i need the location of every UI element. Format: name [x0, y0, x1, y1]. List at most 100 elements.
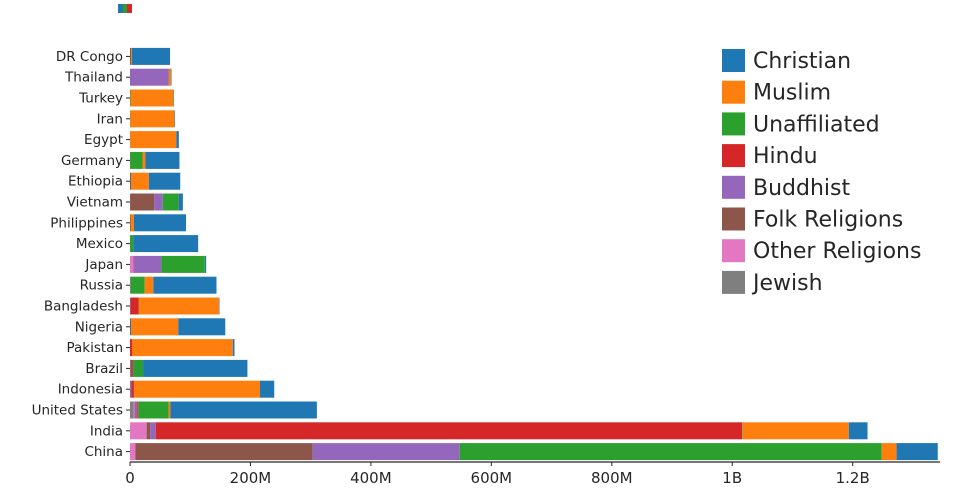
bar-segment-pakistan-muslim — [131, 339, 233, 357]
legend-label-other-religions: Other Religions — [753, 239, 921, 264]
bar-segment-nigeria-muslim — [131, 318, 179, 336]
cropped-bar-fragment-segment — [118, 4, 123, 13]
bar-segment-china-other-religions — [130, 443, 136, 461]
category-label-united-states: United States — [32, 403, 123, 419]
legend-swatch-muslim — [722, 80, 745, 104]
legend-label-jewish: Jewish — [751, 271, 823, 296]
bar-segment-germany-christian — [145, 151, 180, 169]
x-tick-label-600m: 600M — [471, 469, 513, 487]
bar-segment-india-unaffiliated — [742, 422, 743, 440]
bar-segment-china-christian — [896, 443, 938, 461]
bar-segment-nigeria-folk-religions — [130, 318, 132, 336]
bar-segment-united-states-other-religions — [133, 401, 135, 419]
bar-segment-japan-buddhist — [133, 255, 162, 273]
category-label-nigeria: Nigeria — [75, 319, 123, 335]
bar-segment-brazil-unaffiliated — [133, 359, 144, 377]
bar-segment-india-other-religions — [130, 422, 147, 440]
legend-label-muslim: Muslim — [753, 81, 831, 106]
category-label-russia: Russia — [80, 278, 123, 294]
category-label-brazil: Brazil — [85, 361, 123, 377]
bar-segment-united-states-hindu — [137, 401, 139, 419]
bar-segment-india-buddhist — [150, 422, 156, 440]
bar-segment-indonesia-muslim — [134, 380, 260, 398]
bar-segment-japan-christian — [204, 255, 207, 273]
category-label-indonesia: Indonesia — [58, 382, 123, 398]
bar-segment-russia-christian — [153, 276, 217, 294]
bar-segment-japan-other-religions — [130, 255, 134, 273]
bar-segment-brazil-folk-religions — [130, 359, 134, 377]
bar-segment-ethiopia-christian — [148, 172, 181, 190]
bar-segment-india-christian — [848, 422, 868, 440]
category-label-pakistan: Pakistan — [66, 340, 123, 356]
x-tick-label-1b: 1B — [722, 469, 742, 487]
bar-segment-thailand-muslim — [168, 68, 172, 86]
bar-segment-philippines-folk-religions — [130, 214, 131, 232]
legend-swatch-unaffiliated — [722, 112, 745, 136]
bar-segment-egypt-christian — [176, 131, 179, 149]
x-tick-label-200m: 200M — [230, 469, 272, 487]
category-label-turkey: Turkey — [78, 91, 123, 107]
cropped-bar-fragment-segment — [127, 4, 132, 13]
category-label-vietnam: Vietnam — [67, 195, 123, 211]
bar-segment-united-states-buddhist — [134, 401, 138, 419]
bar-segment-china-muslim — [881, 443, 897, 461]
bar-segment-vietnam-folk-religions — [130, 193, 155, 211]
category-label-ethiopia: Ethiopia — [68, 174, 123, 190]
bar-segment-ethiopia-muslim — [131, 172, 149, 190]
category-label-germany: Germany — [61, 153, 123, 169]
x-tick-label-800m: 800M — [591, 469, 633, 487]
bar-segment-indonesia-christian — [259, 380, 275, 398]
category-label-egypt: Egypt — [84, 132, 123, 148]
bar-segment-dr-congo-christian — [131, 47, 170, 65]
bar-segment-russia-unaffiliated — [130, 276, 145, 294]
legend-label-folk-religions: Folk Religions — [753, 208, 903, 233]
bar-segment-united-states-christian — [170, 401, 317, 419]
bar-segment-china-folk-religions — [135, 443, 313, 461]
bar-segment-bangladesh-muslim — [138, 297, 220, 315]
legend-swatch-jewish — [722, 270, 745, 294]
bar-segment-pakistan-christian — [232, 339, 235, 357]
bar-segment-mexico-unaffiliated — [130, 235, 134, 253]
bar-segment-china-buddhist — [312, 443, 460, 461]
bar-segment-japan-unaffiliated — [161, 255, 205, 273]
bar-segment-ethiopia-folk-religions — [130, 172, 132, 190]
bar-segment-dr-congo-folk-religions — [130, 47, 132, 65]
bar-segment-vietnam-buddhist — [154, 193, 163, 211]
x-tick-label-400m: 400M — [350, 469, 392, 487]
legend-swatch-buddhist — [722, 175, 745, 199]
bar-segment-united-states-unaffiliated — [138, 401, 169, 419]
cropped-bar-fragment-segment — [123, 4, 127, 13]
legend-label-buddhist: Buddhist — [753, 176, 850, 201]
bar-segment-united-states-muslim — [168, 401, 171, 419]
bar-segment-russia-muslim — [144, 276, 154, 294]
bar-segment-pakistan-hindu — [130, 339, 132, 357]
bar-segment-united-states-jewish — [130, 401, 134, 419]
x-tick-label-1-2b: 1.2B — [836, 469, 870, 487]
category-label-philippines: Philippines — [50, 215, 123, 231]
bar-segment-philippines-christian — [133, 214, 186, 232]
category-label-mexico: Mexico — [76, 236, 123, 252]
category-label-bangladesh: Bangladesh — [44, 299, 123, 315]
legend-swatch-folk-religions — [722, 207, 745, 231]
legend-swatch-christian — [722, 49, 745, 72]
bar-segment-turkey-muslim — [130, 89, 174, 107]
category-label-india: India — [90, 423, 123, 439]
bar-segment-germany-unaffiliated — [130, 151, 143, 169]
bar-segment-dr-congo-muslim — [131, 47, 132, 65]
bar-segment-china-unaffiliated — [459, 443, 882, 461]
legend-label-christian: Christian — [753, 49, 851, 74]
bar-segment-germany-muslim — [142, 151, 146, 169]
category-label-china: China — [84, 444, 123, 460]
bar-segment-nigeria-christian — [178, 318, 226, 336]
category-label-dr-congo: DR Congo — [56, 49, 123, 65]
bar-segment-vietnam-unaffiliated — [162, 193, 179, 211]
bar-segment-philippines-muslim — [130, 214, 134, 232]
bar-segment-turkey-unaffiliated — [130, 89, 131, 107]
category-label-japan: Japan — [84, 257, 123, 273]
bar-segment-vietnam-christian — [178, 193, 183, 211]
bar-segment-india-muslim — [742, 422, 849, 440]
x-tick-label-0: 0 — [125, 469, 135, 487]
legend-label-hindu: Hindu — [753, 144, 818, 169]
